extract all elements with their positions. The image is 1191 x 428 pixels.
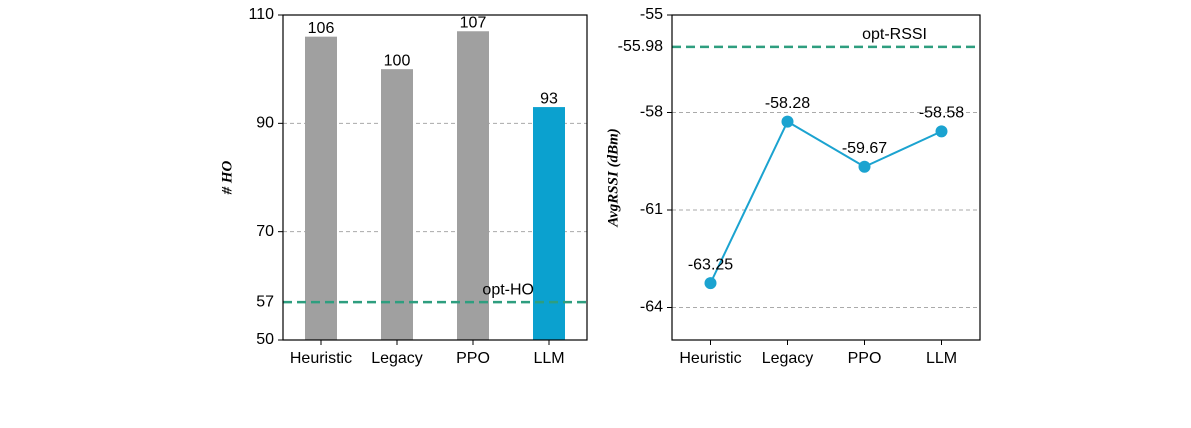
bar xyxy=(533,107,565,340)
point xyxy=(781,115,794,128)
plot-frame xyxy=(282,14,588,341)
reference-value: -55.98 xyxy=(618,38,663,55)
x-tick-label: Legacy xyxy=(762,350,814,367)
point xyxy=(858,160,871,173)
bar xyxy=(457,31,489,340)
x-tick-label: Heuristic xyxy=(290,350,352,367)
reference-value: 57 xyxy=(256,293,274,310)
y-tick-label: -61 xyxy=(640,201,663,218)
bar xyxy=(381,69,413,341)
data-label: -59.67 xyxy=(842,140,887,157)
y-tick-label: 90 xyxy=(256,115,274,132)
y-tick-label: 50 xyxy=(256,331,274,348)
y-tick-label: 70 xyxy=(256,223,274,240)
reference-label: opt-RSSI xyxy=(862,26,927,43)
data-label: 107 xyxy=(460,14,487,31)
x-tick-label: LLM xyxy=(926,350,957,367)
plot-frame xyxy=(671,14,981,341)
point xyxy=(935,125,948,138)
x-tick-label: Legacy xyxy=(371,350,423,367)
x-tick-label: PPO xyxy=(848,350,882,367)
data-label: 100 xyxy=(384,52,411,69)
data-label: 93 xyxy=(540,90,558,107)
y-axis-label: # HO xyxy=(219,160,235,195)
line xyxy=(709,120,942,284)
point xyxy=(704,277,717,290)
y-tick-label: -58 xyxy=(640,104,663,121)
data-label: 106 xyxy=(308,20,335,37)
x-tick-label: Heuristic xyxy=(679,350,741,367)
y-tick-label: 110 xyxy=(248,6,274,23)
y-tick-label: -64 xyxy=(640,299,663,316)
x-tick-label: LLM xyxy=(533,350,564,367)
reference-label: opt-HO xyxy=(482,281,534,298)
data-label: -63.25 xyxy=(688,256,733,273)
x-tick-label: PPO xyxy=(456,350,490,367)
data-label: -58.58 xyxy=(919,105,964,122)
bar xyxy=(305,36,337,341)
y-axis-label: AvgRSSI (dBm) xyxy=(605,128,621,228)
y-tick-label: -55 xyxy=(640,6,663,23)
data-label: -58.28 xyxy=(765,95,810,112)
